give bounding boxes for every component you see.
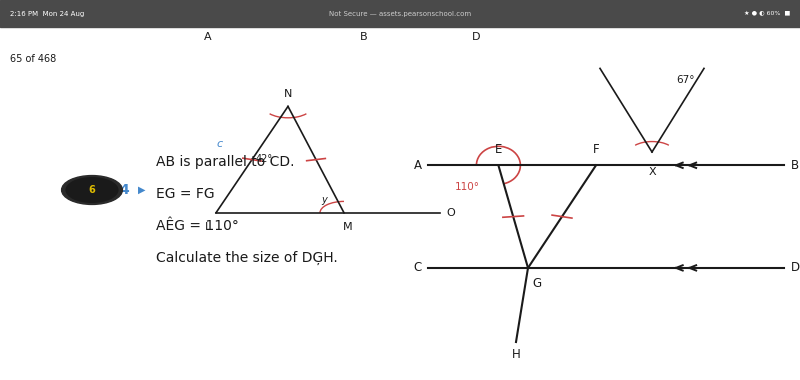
Text: AÊG = 110°: AÊG = 110° [156,219,239,233]
Text: 42°: 42° [256,154,273,164]
Text: O: O [446,208,455,218]
Text: 65 of 468: 65 of 468 [10,54,56,64]
Text: G: G [532,277,541,290]
Text: 4: 4 [119,183,129,197]
Text: B: B [790,159,798,172]
Text: B: B [360,32,368,42]
Text: D: D [790,261,799,274]
Text: ▶: ▶ [138,185,146,195]
Text: 67°: 67° [676,75,694,85]
Text: 6: 6 [89,185,95,195]
Text: EG = FG: EG = FG [156,187,214,201]
Text: AB is parallel to CD.: AB is parallel to CD. [156,155,294,168]
Text: Calculate the size of DĢH.: Calculate the size of DĢH. [156,251,338,266]
Bar [0,0,800,27]
Text: X: X [648,167,656,177]
Text: Not Secure — assets.pearsonschool.com: Not Secure — assets.pearsonschool.com [329,11,471,17]
Text: ★ ● ◐ 60%  ■: ★ ● ◐ 60% ■ [744,11,790,16]
Text: N: N [284,89,292,99]
Text: F: F [593,143,599,156]
Circle shape [62,176,122,204]
Circle shape [66,178,118,202]
Text: L: L [205,222,211,232]
Text: A: A [414,159,422,172]
Text: C: C [414,261,422,274]
Text: 110°: 110° [454,182,479,192]
Text: H: H [512,348,520,361]
Text: E: E [494,143,502,156]
Text: D: D [472,32,480,42]
Text: 2:16 PM  Mon 24 Aug: 2:16 PM Mon 24 Aug [10,11,84,17]
Text: y: y [321,195,327,205]
Text: c: c [217,139,223,149]
Text: A: A [204,32,212,42]
Text: M: M [343,222,353,232]
